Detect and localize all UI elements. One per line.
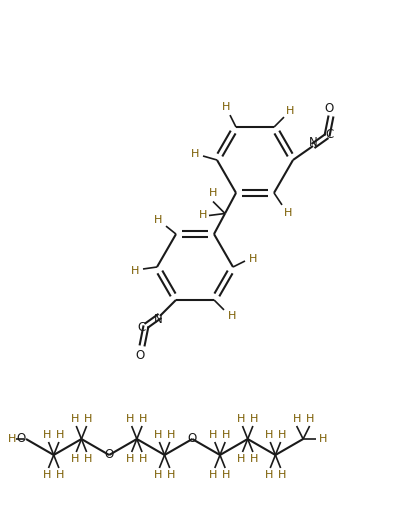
Text: H: H <box>209 188 217 198</box>
Text: H: H <box>154 470 162 480</box>
Text: H: H <box>237 454 245 464</box>
Text: N: N <box>153 314 162 327</box>
Text: O: O <box>104 449 114 461</box>
Text: H: H <box>43 430 51 440</box>
Text: H: H <box>265 430 273 440</box>
Text: H: H <box>139 414 147 424</box>
Text: H: H <box>71 454 79 464</box>
Text: H: H <box>305 414 314 424</box>
Text: H: H <box>319 434 327 444</box>
Text: O: O <box>324 101 334 114</box>
Text: H: H <box>222 470 231 480</box>
Text: H: H <box>265 470 273 480</box>
Text: C: C <box>325 128 333 141</box>
Text: H: H <box>126 414 134 424</box>
Text: H: H <box>209 470 217 480</box>
Text: H: H <box>84 454 92 464</box>
Text: H: H <box>292 414 301 424</box>
Text: H: H <box>56 470 64 480</box>
Text: H: H <box>237 414 245 424</box>
Text: H: H <box>167 470 175 480</box>
Text: H: H <box>43 470 51 480</box>
Text: H: H <box>228 311 236 321</box>
Text: H: H <box>250 454 258 464</box>
Text: H: H <box>199 211 207 220</box>
Text: H: H <box>278 430 286 440</box>
Text: H: H <box>222 102 230 112</box>
Text: H: H <box>209 430 217 440</box>
Text: H: H <box>250 414 258 424</box>
Text: H: H <box>167 430 175 440</box>
Text: H: H <box>84 414 92 424</box>
Text: O: O <box>135 349 145 363</box>
Text: H: H <box>139 454 147 464</box>
Text: H: H <box>249 254 257 264</box>
Text: H: H <box>222 430 231 440</box>
Text: O: O <box>188 433 197 445</box>
Text: H: H <box>56 430 64 440</box>
Text: H: H <box>278 470 286 480</box>
Text: H: H <box>284 208 292 218</box>
Text: H: H <box>8 434 16 444</box>
Text: H: H <box>154 430 162 440</box>
Text: H: H <box>154 215 162 225</box>
Text: H: H <box>126 454 134 464</box>
Text: H: H <box>71 414 79 424</box>
Text: H: H <box>191 149 199 159</box>
Text: C: C <box>138 321 146 334</box>
Text: H: H <box>131 266 139 276</box>
Text: N: N <box>309 136 318 149</box>
Text: O: O <box>16 433 26 445</box>
Text: H: H <box>286 106 294 116</box>
